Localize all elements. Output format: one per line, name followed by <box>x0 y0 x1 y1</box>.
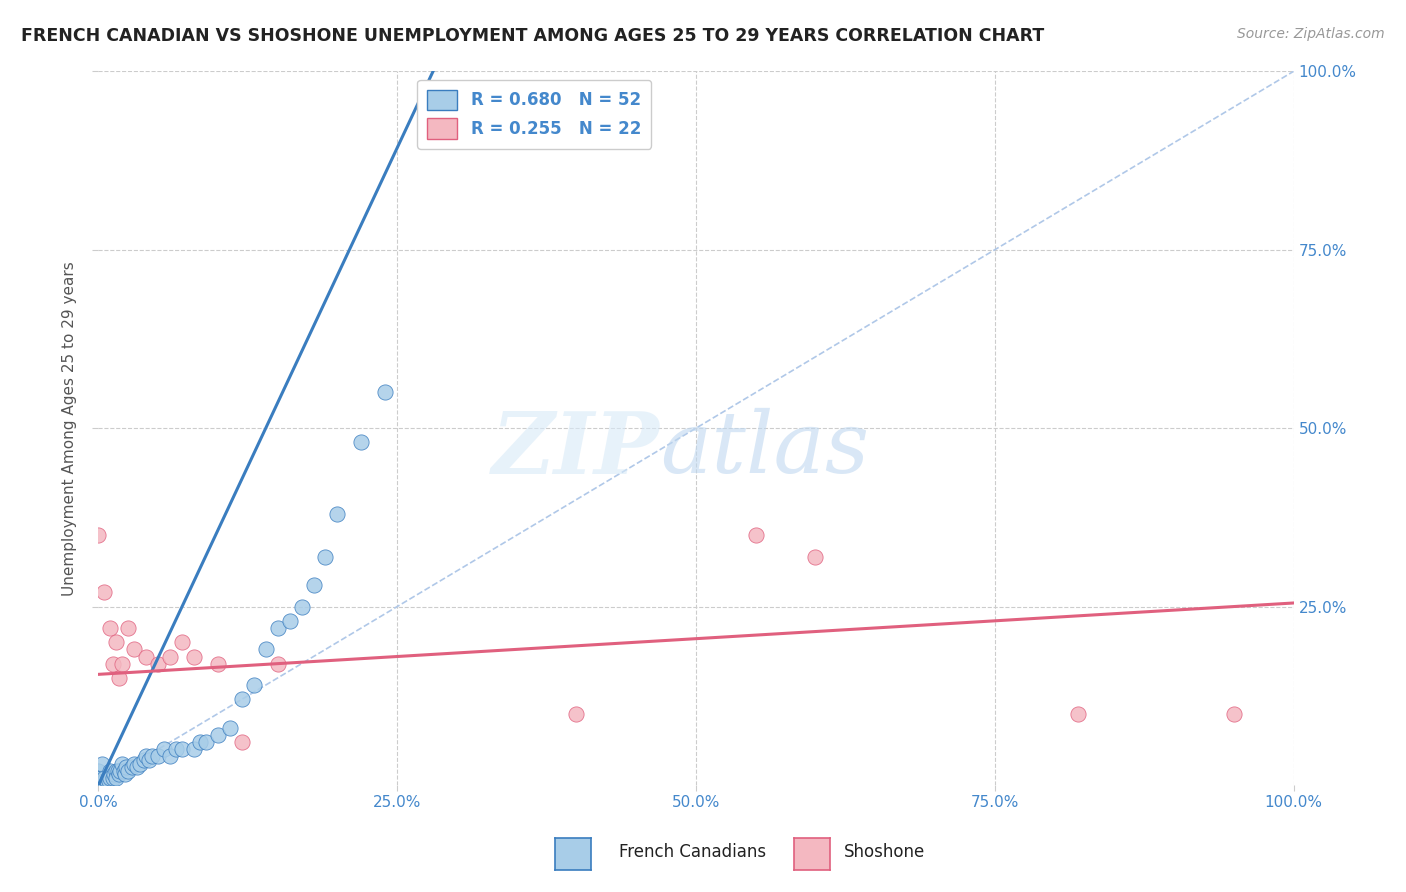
Point <box>138 753 160 767</box>
Point <box>98 621 122 635</box>
Point <box>207 657 229 671</box>
Point <box>183 649 205 664</box>
Point <box>315 549 337 564</box>
Point <box>91 756 114 771</box>
Point <box>350 435 373 450</box>
Point <box>1067 706 1090 721</box>
Point <box>108 764 131 778</box>
Text: FRENCH CANADIAN VS SHOSHONE UNEMPLOYMENT AMONG AGES 25 TO 29 YEARS CORRELATION C: FRENCH CANADIAN VS SHOSHONE UNEMPLOYMENT… <box>21 27 1045 45</box>
Text: atlas: atlas <box>661 409 869 491</box>
Point <box>90 771 112 785</box>
Point <box>87 764 110 778</box>
Point <box>114 767 136 781</box>
Point <box>159 649 181 664</box>
Point <box>172 742 194 756</box>
Point <box>153 742 176 756</box>
Point <box>111 657 134 671</box>
Point <box>124 756 146 771</box>
Point <box>101 771 124 785</box>
Point <box>291 599 314 614</box>
Point <box>254 642 277 657</box>
Text: ZIP: ZIP <box>492 408 661 491</box>
Point <box>374 385 396 400</box>
Text: Shoshone: Shoshone <box>844 843 925 861</box>
Point <box>98 774 121 789</box>
Point <box>132 753 155 767</box>
Point <box>1222 706 1246 721</box>
Point <box>231 735 253 749</box>
Point <box>98 764 122 778</box>
Point <box>96 774 118 789</box>
Point <box>93 771 115 785</box>
Point <box>278 614 301 628</box>
Point <box>243 678 266 692</box>
Point <box>97 771 120 785</box>
Point <box>804 549 827 564</box>
Point <box>172 635 194 649</box>
Point <box>267 657 290 671</box>
Point <box>188 735 211 749</box>
Point <box>194 735 218 749</box>
Point <box>165 742 187 756</box>
Point <box>148 749 170 764</box>
Point <box>219 721 242 735</box>
Legend: R = 0.680   N = 52, R = 0.255   N = 22: R = 0.680 N = 52, R = 0.255 N = 22 <box>418 79 651 149</box>
Point <box>135 649 157 664</box>
Point <box>93 774 115 789</box>
Text: Source: ZipAtlas.com: Source: ZipAtlas.com <box>1237 27 1385 41</box>
Point <box>115 760 138 774</box>
Point <box>87 528 110 542</box>
Point <box>107 671 129 685</box>
Point <box>111 756 134 771</box>
Point <box>125 760 148 774</box>
Point <box>105 771 128 785</box>
Point <box>745 528 768 542</box>
Point <box>112 764 135 778</box>
Point <box>148 657 170 671</box>
Point <box>93 585 115 599</box>
Point <box>107 767 129 781</box>
Point <box>103 767 125 781</box>
Point <box>124 642 146 657</box>
Point <box>101 657 124 671</box>
Point <box>107 764 129 778</box>
Point <box>207 728 229 742</box>
Point <box>105 635 128 649</box>
Point <box>183 742 205 756</box>
Point <box>231 692 253 706</box>
Point <box>326 507 349 521</box>
Point <box>117 621 139 635</box>
Text: French Canadians: French Canadians <box>619 843 766 861</box>
Point <box>129 756 152 771</box>
Point <box>91 778 114 792</box>
Point <box>267 621 290 635</box>
Point <box>121 760 143 774</box>
Point <box>141 749 163 764</box>
Y-axis label: Unemployment Among Ages 25 to 29 years: Unemployment Among Ages 25 to 29 years <box>62 260 77 596</box>
Point <box>105 764 128 778</box>
Point <box>565 706 588 721</box>
Point <box>135 749 157 764</box>
Point <box>302 578 325 592</box>
Point <box>159 749 181 764</box>
Point <box>117 764 139 778</box>
Point <box>98 771 122 785</box>
